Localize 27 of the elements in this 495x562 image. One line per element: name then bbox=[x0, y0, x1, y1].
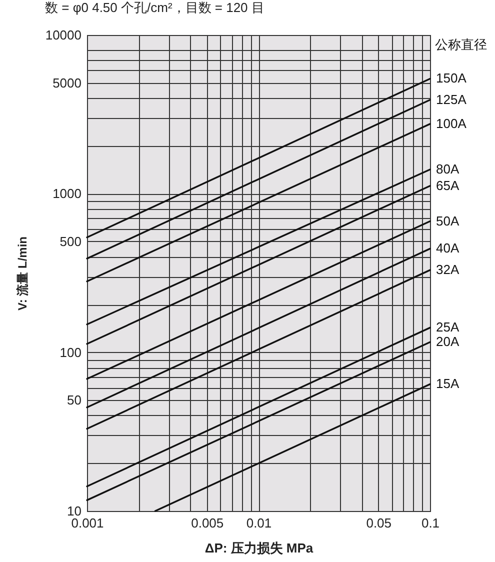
y-tick-label: 1000 bbox=[52, 186, 82, 202]
series-label: 150A bbox=[436, 70, 467, 86]
x-tick-label: 0.005 bbox=[191, 516, 224, 530]
y-tick-label: 10000 bbox=[45, 28, 82, 42]
y-axis-title: V: 流量 L/min bbox=[15, 236, 30, 311]
series-label: 40A bbox=[436, 240, 460, 256]
x-tick-label: 0.1 bbox=[421, 516, 440, 530]
series-label: 100A bbox=[436, 116, 467, 131]
series-label: 20A bbox=[436, 334, 460, 350]
x-tick-label: 0.001 bbox=[71, 516, 104, 530]
y-tick-label: 10 bbox=[67, 504, 82, 518]
x-axis-title: ΔP: 压力损失 MPa bbox=[204, 540, 314, 556]
y-tick-label: 5000 bbox=[52, 75, 82, 90]
series-label: 125A bbox=[436, 92, 467, 107]
series-label: 65A bbox=[436, 178, 460, 193]
series-label: 50A bbox=[436, 213, 460, 228]
y-tick-label: 50 bbox=[67, 392, 82, 408]
series-label: 80A bbox=[436, 162, 460, 177]
legend-title: 公称直径 bbox=[435, 37, 487, 52]
series-label: 15A bbox=[436, 376, 460, 392]
series-label: 25A bbox=[436, 320, 460, 335]
y-tick-label: 100 bbox=[60, 344, 82, 360]
y-tick-label: 500 bbox=[60, 234, 82, 249]
x-tick-label: 0.05 bbox=[366, 516, 392, 530]
x-tick-label: 0.01 bbox=[246, 516, 272, 530]
chart-title: 数 = φ0 4.50 个孔/cm²，目数 = 120 目 bbox=[45, 0, 264, 15]
series-label: 32A bbox=[436, 262, 460, 278]
